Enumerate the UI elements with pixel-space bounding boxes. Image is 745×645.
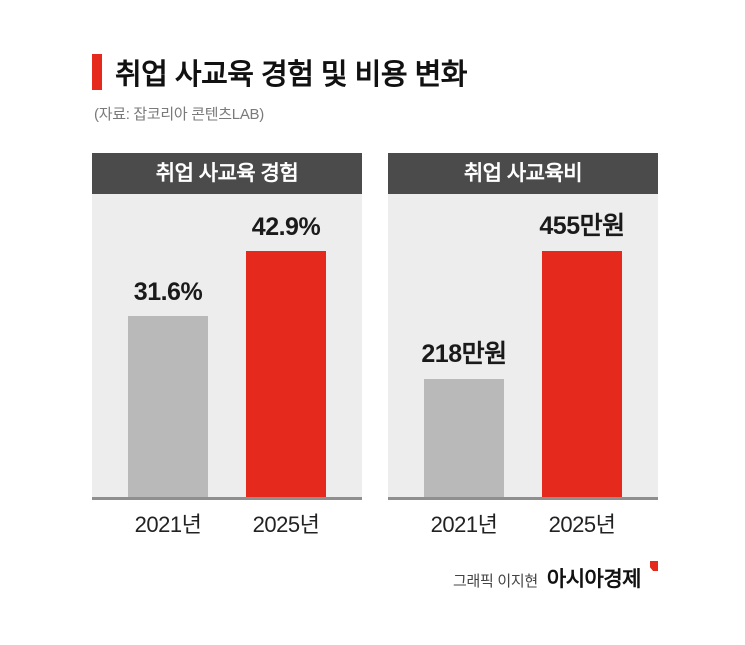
value-label-2025: 42.9% [251,213,321,241]
bar-group-2021: 218만원 [421,334,507,497]
value-label-2025: 455만원 [539,212,625,240]
chart-panel-cost: 취업 사교육비 218만원 455만원 2021년 2025년 [388,153,658,539]
plot-area-experience: 31.6% 42.9% [92,194,362,500]
plot-area-cost: 218만원 455만원 [388,194,658,500]
bar-2021 [424,379,504,497]
category-label-2025: 2025년 [548,512,616,537]
footer: 그래픽 이지현 아시아경제 [92,561,658,593]
bar-2025 [246,251,326,497]
category-label-2021: 2021년 [430,512,498,537]
content-column: 취업 사교육 경험 및 비용 변화 (자료: 잡코리아 콘텐츠LAB) 취업 사… [92,52,658,593]
page-title: 취업 사교육 경험 및 비용 변화 [115,59,467,91]
chart-panel-experience: 취업 사교육 경험 31.6% 42.9% 2021년 2025년 [92,153,362,539]
title-accent-bar [92,54,102,90]
bar-group-2025: 455만원 [539,206,625,497]
chart-header-experience: 취업 사교육 경험 [92,153,362,194]
category-row: 2021년 2025년 [92,507,362,539]
brand-logo: 아시아경제 [546,568,642,591]
brand-mark-icon [650,561,658,571]
bar-group-2021: 31.6% [128,278,208,497]
category-label-2021: 2021년 [134,512,202,537]
value-label-2021: 31.6% [133,278,203,306]
source-note: (자료: 잡코리아 콘텐츠LAB) [94,106,264,123]
category-label-2025: 2025년 [252,512,320,537]
title-row: 취업 사교육 경험 및 비용 변화 [92,52,658,92]
category-row: 2021년 2025년 [388,507,658,539]
bar-group-2025: 42.9% [246,213,326,497]
credit-text: 그래픽 이지현 [453,573,538,590]
value-label-2021: 218만원 [421,340,507,368]
charts-row: 취업 사교육 경험 31.6% 42.9% 2021년 2025년 [92,153,658,539]
bar-2025 [542,251,622,497]
bar-2021 [128,316,208,497]
chart-header-cost: 취업 사교육비 [388,153,658,194]
